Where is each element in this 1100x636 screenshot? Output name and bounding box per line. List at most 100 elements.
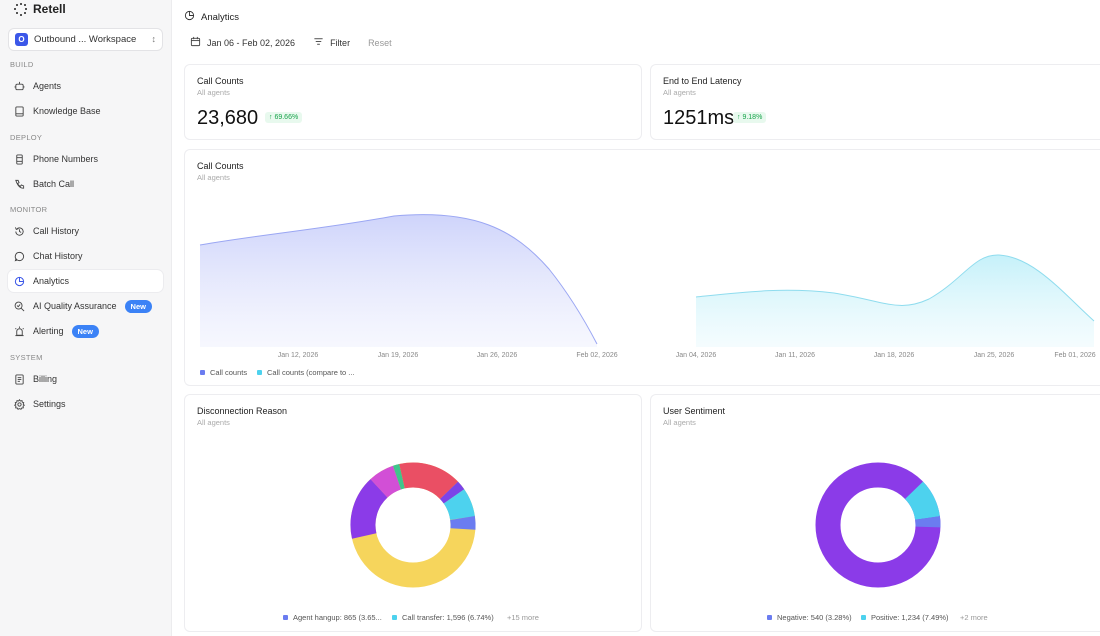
sidebar-item-analytics[interactable]: Analytics bbox=[8, 270, 163, 292]
legend-item-call-transfer[interactable]: Call transfer: 1,596 (6.74%) bbox=[392, 613, 494, 622]
kpi-card-call-counts: Call Counts All agents 23,680 ↑ 69.66% bbox=[184, 64, 642, 140]
sidebar-item-batch-call[interactable]: Batch Call bbox=[8, 173, 163, 195]
legend-swatch bbox=[767, 615, 772, 620]
filter-icon bbox=[313, 36, 324, 49]
section-label-build: BUILD bbox=[10, 60, 34, 69]
card-title: Disconnection Reason bbox=[197, 406, 288, 416]
kpi-card-latency: End to End Latency All agents 1251ms ↑ 9… bbox=[650, 64, 1100, 140]
sidebar-item-label: Phone Numbers bbox=[33, 154, 99, 164]
section-label-monitor: MONITOR bbox=[10, 205, 48, 214]
legend-item-agent-hangup[interactable]: Agent hangup: 865 (3.65... bbox=[283, 613, 382, 622]
sidebar-item-agents[interactable]: Agents bbox=[8, 75, 163, 97]
card-subtitle: All agents bbox=[197, 88, 230, 97]
card-title: Call Counts bbox=[197, 161, 244, 171]
legend-label: Call counts (compare to ... bbox=[267, 368, 355, 377]
legend-more-button[interactable]: +2 more bbox=[960, 613, 988, 622]
legend-swatch bbox=[257, 370, 262, 375]
disconnection-reason-card: Disconnection Reason All agents bbox=[184, 394, 642, 632]
sentiment-donut-chart bbox=[815, 462, 941, 588]
sidebar-item-knowledge-base[interactable]: Knowledge Base bbox=[8, 100, 163, 122]
legend-label: Call counts bbox=[210, 368, 248, 377]
donut-slice-cyan bbox=[443, 489, 475, 521]
legend-swatch bbox=[861, 615, 866, 620]
card-title: Call Counts bbox=[197, 76, 244, 86]
legend-label: Call transfer: 1,596 (6.74%) bbox=[402, 613, 494, 622]
sidebar-item-label: Alerting bbox=[33, 326, 64, 336]
user-sentiment-card: User Sentiment All agents bbox=[650, 394, 1100, 632]
sidebar-item-ai-quality-assurance[interactable]: AI Quality Assurance New bbox=[8, 295, 163, 317]
chevron-updown-icon: ↕ bbox=[151, 34, 157, 44]
sidebar-item-phone-numbers[interactable]: Phone Numbers bbox=[8, 148, 163, 170]
sidebar-item-chat-history[interactable]: Chat History bbox=[8, 245, 163, 267]
search-check-icon bbox=[14, 301, 25, 312]
kpi-value: 1251ms bbox=[663, 107, 735, 129]
donut-slice-violet bbox=[439, 481, 465, 504]
change-badge: ↑ 69.66% bbox=[265, 112, 303, 123]
filter-label: Filter bbox=[330, 37, 351, 48]
new-badge: New bbox=[71, 324, 99, 338]
kpi-value: 23,680 bbox=[197, 107, 259, 129]
sidebar: Retell O Outbound ... Workspace ↕ BUILD … bbox=[0, 0, 172, 636]
sidebar-item-label: Settings bbox=[33, 399, 66, 409]
sidebar-item-billing[interactable]: Billing bbox=[8, 368, 163, 390]
call-counts-area-chart bbox=[199, 214, 1095, 347]
gear-icon bbox=[14, 398, 25, 410]
sidebar-item-label: Chat History bbox=[33, 251, 83, 261]
alarm-icon bbox=[14, 325, 25, 337]
legend-item-positive[interactable]: Positive: 1,234 (7.49%) bbox=[861, 613, 949, 622]
donut-slice-purple bbox=[350, 479, 388, 539]
history-icon bbox=[14, 226, 25, 237]
sidebar-item-alerting[interactable]: Alerting New bbox=[8, 320, 163, 342]
page-header: Analytics bbox=[184, 10, 239, 24]
billing-icon bbox=[14, 373, 25, 385]
sidebar-item-label: Call History bbox=[33, 226, 80, 236]
donut-slice-purple bbox=[815, 462, 941, 588]
filter-bar: Jan 06 - Feb 02, 2026 Filter Reset bbox=[190, 36, 410, 49]
sidebar-item-call-history[interactable]: Call History bbox=[8, 220, 163, 242]
x-tick-label: Jan 25, 2026 bbox=[973, 352, 1015, 359]
workspace-switcher[interactable]: O Outbound ... Workspace ↕ bbox=[8, 28, 163, 51]
change-badge: ↑ 9.18% bbox=[733, 112, 767, 123]
legend-more-button[interactable]: +15 more bbox=[507, 613, 539, 622]
card-subtitle: All agents bbox=[197, 418, 230, 427]
x-tick-label: Feb 01, 2026 bbox=[1054, 352, 1096, 359]
section-label-system: SYSTEM bbox=[10, 353, 43, 362]
donut-slice-green bbox=[393, 464, 405, 490]
sidebar-item-settings[interactable]: Settings bbox=[8, 393, 163, 415]
card-title: User Sentiment bbox=[663, 406, 726, 416]
book-icon bbox=[14, 105, 25, 117]
legend-label: Positive: 1,234 (7.49%) bbox=[871, 613, 949, 622]
x-tick-label: Jan 26, 2026 bbox=[476, 352, 518, 359]
legend-swatch bbox=[283, 615, 288, 620]
x-tick-label: Feb 02, 2026 bbox=[576, 352, 618, 359]
pie-chart-icon bbox=[14, 276, 25, 287]
legend-item-call-counts-compare[interactable]: Call counts (compare to ... bbox=[257, 368, 355, 377]
x-tick-label: Jan 19, 2026 bbox=[377, 352, 419, 359]
app-name: Retell bbox=[33, 2, 66, 16]
chat-icon bbox=[14, 251, 25, 262]
date-range-picker[interactable]: Jan 06 - Feb 02, 2026 bbox=[190, 36, 295, 49]
retell-logo[interactable]: Retell bbox=[14, 2, 66, 16]
sidebar-item-label: Billing bbox=[33, 374, 58, 384]
change-value: 69.66% bbox=[274, 114, 299, 121]
sidebar-item-label: Batch Call bbox=[33, 179, 75, 189]
donut-slice-blue bbox=[450, 516, 476, 530]
call-counts-compare-area bbox=[696, 254, 1094, 347]
phone-device-icon bbox=[14, 153, 25, 165]
x-tick-label: Jan 11, 2026 bbox=[775, 352, 815, 359]
filter-button[interactable]: Filter bbox=[313, 36, 350, 49]
donut-slice-negative bbox=[915, 516, 941, 528]
workspace-name: Outbound ... Workspace bbox=[34, 34, 137, 45]
section-label-deploy: DEPLOY bbox=[10, 133, 43, 142]
donut-slice-red bbox=[399, 462, 459, 500]
page-title: Analytics bbox=[201, 11, 240, 23]
legend-item-negative[interactable]: Negative: 540 (3.28%) bbox=[767, 613, 852, 622]
call-counts-compare-line bbox=[695, 254, 1095, 322]
legend-label: Agent hangup: 865 (3.65... bbox=[293, 613, 382, 622]
call-counts-current-area bbox=[200, 214, 597, 347]
calendar-icon bbox=[190, 36, 201, 49]
legend-item-call-counts[interactable]: Call counts bbox=[200, 368, 247, 377]
donut-slice-magenta bbox=[370, 465, 402, 498]
sidebar-item-label: Knowledge Base bbox=[33, 106, 101, 116]
reset-button[interactable]: Reset bbox=[368, 37, 392, 48]
